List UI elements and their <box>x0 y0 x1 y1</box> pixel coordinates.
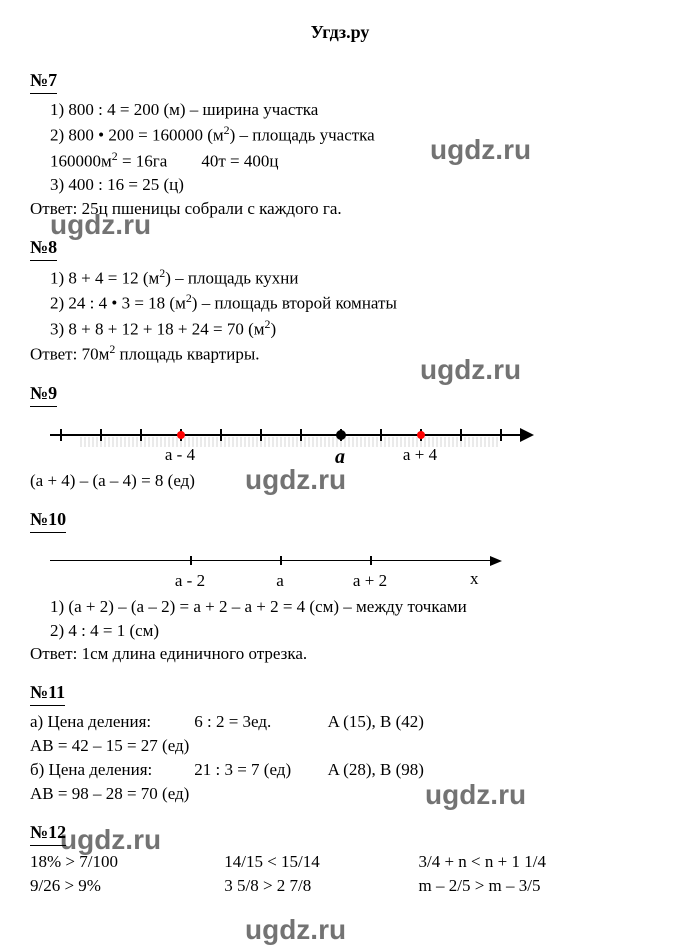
n7-line2: 2) 800 • 200 = 160000 (м2) – площадь уча… <box>50 122 650 147</box>
watermark: ugdz.ru <box>245 910 346 949</box>
section-12-title: №12 <box>30 820 66 846</box>
n11-b-line1: б) Цена деления: 21 : 3 = 7 (ед) A (28),… <box>30 758 650 782</box>
n10-line2: 2) 4 : 4 = 1 (см) <box>50 619 650 643</box>
n7-answer: Ответ: 25ц пшеницы собрали с каждого га. <box>30 197 650 221</box>
n8-line3: 3) 8 + 8 + 12 + 18 + 24 = 70 (м2) <box>50 316 650 341</box>
n11-a-line2: AB = 42 – 15 = 27 (ед) <box>30 734 650 758</box>
n11-b-line2: AB = 98 – 28 = 70 (ед) <box>30 782 650 806</box>
section-10-title: №10 <box>30 507 66 533</box>
n10-line1: 1) (a + 2) – (a – 2) = a + 2 – a + 2 = 4… <box>50 595 650 619</box>
n11-a-line1: а) Цена деления: 6 : 2 = 3ед. A (15), B … <box>30 710 650 734</box>
section-8-title: №8 <box>30 235 57 261</box>
page-title: Угдз.ру <box>30 20 650 45</box>
n7-line3: 160000м2 = 16га 40т = 400ц <box>50 148 650 173</box>
n10-answer: Ответ: 1см длина единичного отрезка. <box>30 642 650 666</box>
n12-row1: 18% > 7/100 14/15 < 15/14 3/4 + n < n + … <box>30 850 650 874</box>
n8-line2: 2) 24 : 4 • 3 = 18 (м2) – площадь второй… <box>50 290 650 315</box>
n7-line1: 1) 800 : 4 = 200 (м) – ширина участка <box>50 98 650 122</box>
n10-numberline: a - 2aa + 2x <box>50 545 650 595</box>
n9-numberline: a - 4aa + 4 <box>50 419 650 469</box>
n8-line1: 1) 8 + 4 = 12 (м2) – площадь кухни <box>50 265 650 290</box>
n12-row2: 9/26 > 9% 3 5/8 > 2 7/8 m – 2/5 > m – 3/… <box>30 874 650 898</box>
n8-answer: Ответ: 70м2 площадь квартиры. <box>30 341 650 366</box>
section-11-title: №11 <box>30 680 65 706</box>
n9-eq: (a + 4) – (a – 4) = 8 (ед) <box>30 469 650 493</box>
n7-line4: 3) 400 : 16 = 25 (ц) <box>50 173 650 197</box>
section-7-title: №7 <box>30 68 57 94</box>
section-9-title: №9 <box>30 381 57 407</box>
